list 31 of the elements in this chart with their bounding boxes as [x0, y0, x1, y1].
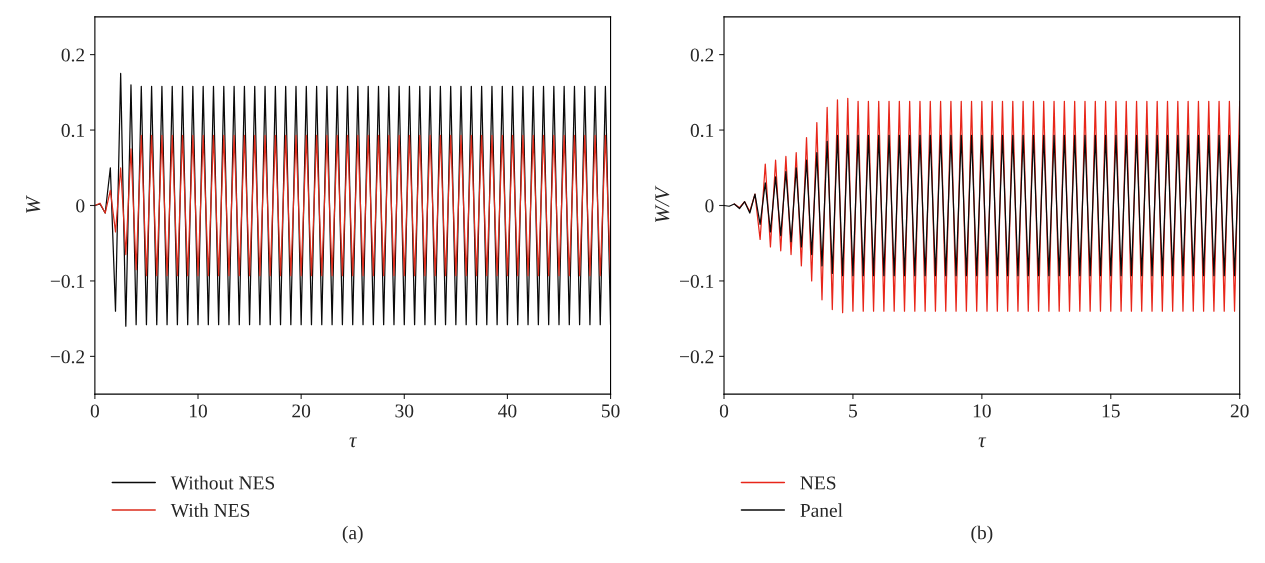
legend-label: NES: [800, 476, 836, 490]
x-axis-title: τ: [978, 437, 987, 448]
legend-label: Panel: [800, 503, 843, 517]
y-tick-label: −0.1: [50, 274, 84, 288]
x-tick-label: 10: [190, 404, 207, 418]
y-tick-label: −0.1: [679, 274, 714, 288]
x-tick-label: 40: [498, 404, 517, 418]
x-tick-label: 5: [849, 404, 858, 418]
y-axis-title: W: [26, 195, 41, 213]
y-tick-label: 0: [705, 199, 714, 213]
text: (b): [971, 525, 993, 544]
y-tick-label: 0.1: [690, 123, 714, 138]
x-tick-label: 0: [90, 404, 99, 418]
x-axis-title: τ: [349, 437, 358, 448]
x-tick-label: 50: [601, 404, 620, 418]
x-tick-label: 10: [973, 404, 991, 418]
y-tick-label: −0.2: [50, 350, 85, 364]
y-tick-label: 0.2: [690, 48, 714, 62]
y-tick-label: 0: [76, 199, 85, 213]
legend-label: Without NES: [170, 475, 275, 490]
y-tick-label: −0.2: [679, 350, 714, 364]
x-tick-label: 0: [719, 404, 729, 418]
text: (a): [342, 525, 363, 544]
x-tick-label: 15: [1102, 404, 1120, 418]
x-tick-label: 20: [292, 404, 311, 418]
x-tick-label: 30: [395, 404, 414, 418]
y-axis-title: W/V: [655, 185, 670, 223]
y-tick-label: 0.2: [61, 48, 85, 62]
x-tick-label: 20: [1230, 404, 1249, 418]
y-tick-label: 0.1: [61, 123, 84, 138]
legend-label: With NES: [170, 503, 250, 518]
